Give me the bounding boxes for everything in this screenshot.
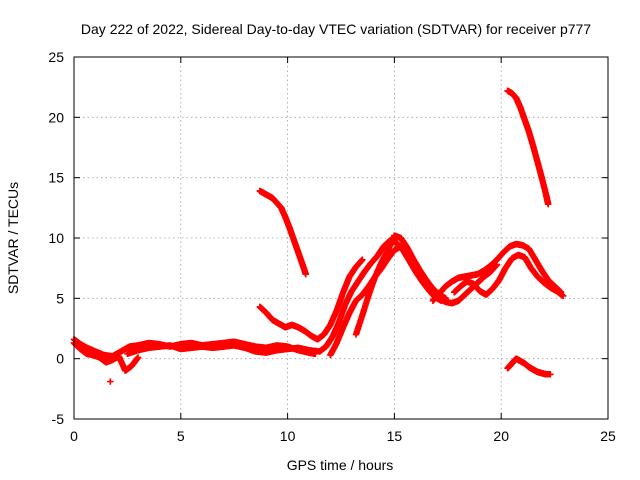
y-tick-label: 10 xyxy=(48,230,64,246)
axis-ticks xyxy=(73,56,609,420)
y-axis-label: SDTVAR / TECUs xyxy=(5,182,21,294)
series-arc-mid xyxy=(124,342,323,358)
series-arc-late-b xyxy=(451,251,567,300)
data-point xyxy=(302,271,309,278)
x-tick-label: 15 xyxy=(387,428,403,444)
data-point xyxy=(134,354,142,361)
series-arc-dip-recover xyxy=(256,256,366,343)
data-points xyxy=(70,87,567,385)
y-tick-label: 15 xyxy=(48,170,64,186)
series-arc-rise-a xyxy=(316,237,445,355)
x-tick-label: 0 xyxy=(70,428,78,444)
data-point xyxy=(544,201,552,208)
chart-title: Day 222 of 2022, Sidereal Day-to-day VTE… xyxy=(81,21,591,37)
y-tick-label: 0 xyxy=(56,351,64,367)
data-point xyxy=(547,371,554,378)
y-tick-label: 20 xyxy=(48,109,64,125)
x-tick-label: 5 xyxy=(177,428,185,444)
series-outlier xyxy=(107,378,114,385)
series-arc-rise-c xyxy=(352,232,449,338)
series-arc-late-a xyxy=(429,240,565,304)
y-tick-label: -5 xyxy=(52,411,65,427)
x-tick-label: 20 xyxy=(493,428,509,444)
series-arc-low-early xyxy=(70,339,142,374)
tick-labels: 0 5 10 15 20 25 -5 0 5 10 15 20 25 xyxy=(48,49,616,444)
data-point xyxy=(559,292,567,300)
y-tick-label: 5 xyxy=(56,290,64,306)
data-point xyxy=(359,256,366,263)
x-tick-label: 25 xyxy=(600,428,616,444)
series-arc-steep-late xyxy=(504,87,552,208)
x-tick-label: 10 xyxy=(280,428,296,444)
series-arc-steep-mid xyxy=(256,187,309,278)
data-point xyxy=(442,295,449,302)
data-point xyxy=(107,378,114,385)
y-tick-label: 25 xyxy=(48,49,64,65)
x-axis-label: GPS time / hours xyxy=(287,457,394,473)
series-arc-negative-late xyxy=(504,355,554,378)
